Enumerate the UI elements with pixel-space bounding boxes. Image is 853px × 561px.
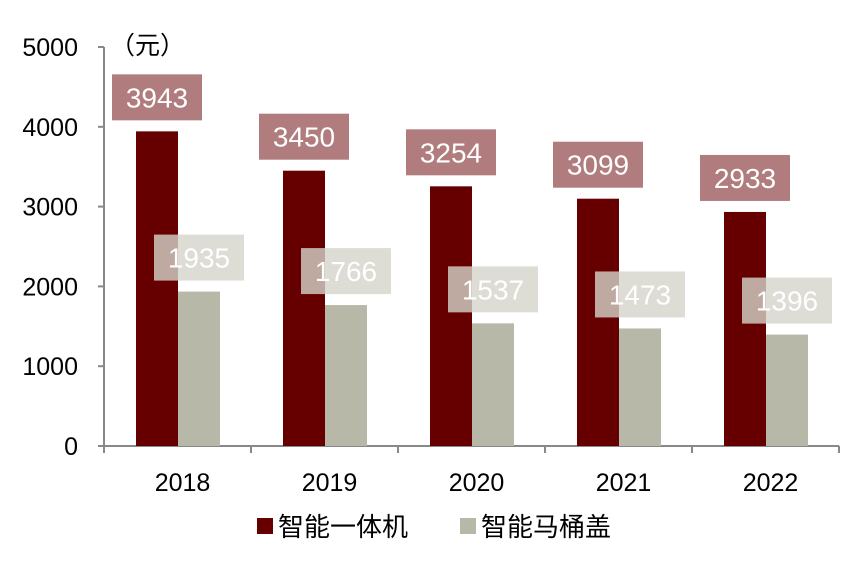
unit-label: （元） <box>110 32 185 60</box>
data-label-box <box>553 141 643 188</box>
axes: 0 1000 2000 3000 4000 5000 2018 2019 2020 2021 202… <box>22 34 840 497</box>
bar-2021-2 <box>619 328 661 446</box>
data-label-box <box>154 234 244 281</box>
data-label: 3450 <box>273 122 335 153</box>
data-label: 3254 <box>420 137 482 168</box>
y-tick-label: 0 <box>64 433 78 461</box>
x-tick-label: 2021 <box>596 469 652 497</box>
data-label: 1537 <box>462 274 524 305</box>
data-label-box <box>700 154 790 201</box>
bars <box>136 131 808 446</box>
bar-2018-1 <box>136 131 178 446</box>
data-label: 3943 <box>126 82 188 113</box>
data-label: 2933 <box>714 163 776 194</box>
y-tick-label: 5000 <box>22 34 78 62</box>
data-label-box <box>595 271 685 318</box>
data-label-box <box>742 277 832 324</box>
data-label: 1473 <box>609 279 671 310</box>
x-tick-label: 2020 <box>449 469 505 497</box>
data-label: 1396 <box>756 286 818 317</box>
data-label-box <box>259 113 349 160</box>
x-tick-label: 2018 <box>155 469 211 497</box>
bar-2022-1 <box>724 211 766 446</box>
bar-2019-2 <box>325 305 367 446</box>
legend-label: 智能马桶盖 <box>481 512 611 542</box>
data-label-box <box>406 129 496 176</box>
y-tick-label: 4000 <box>22 114 78 142</box>
data-label-box <box>301 248 391 295</box>
bar-2018-2 <box>178 291 220 446</box>
data-label: 1766 <box>315 256 377 287</box>
legend-swatch <box>257 518 273 534</box>
bar-2021-1 <box>577 198 619 446</box>
data-label: 1935 <box>168 243 230 274</box>
x-tick-label: 2019 <box>302 469 358 497</box>
bar-2019-1 <box>283 170 325 446</box>
y-tick-label: 3000 <box>22 194 78 222</box>
bar-2022-2 <box>766 334 808 446</box>
y-tick-label: 2000 <box>22 273 78 301</box>
legend-label: 智能一体机 <box>278 512 408 542</box>
y-tick-label: 1000 <box>22 353 78 381</box>
bar-2020-1 <box>430 186 472 446</box>
data-label-box <box>448 266 538 313</box>
data-label: 3099 <box>567 150 629 181</box>
bar-2020-2 <box>472 323 514 446</box>
data-labels: 3943 3450 3254 3099 2933 1935 1766 1537 1473 1396 <box>112 74 832 324</box>
legend: 智能一体机 智能马桶盖 <box>257 512 611 542</box>
data-label-box <box>112 74 202 121</box>
x-tick-label: 2022 <box>743 469 799 497</box>
legend-swatch <box>460 518 476 534</box>
